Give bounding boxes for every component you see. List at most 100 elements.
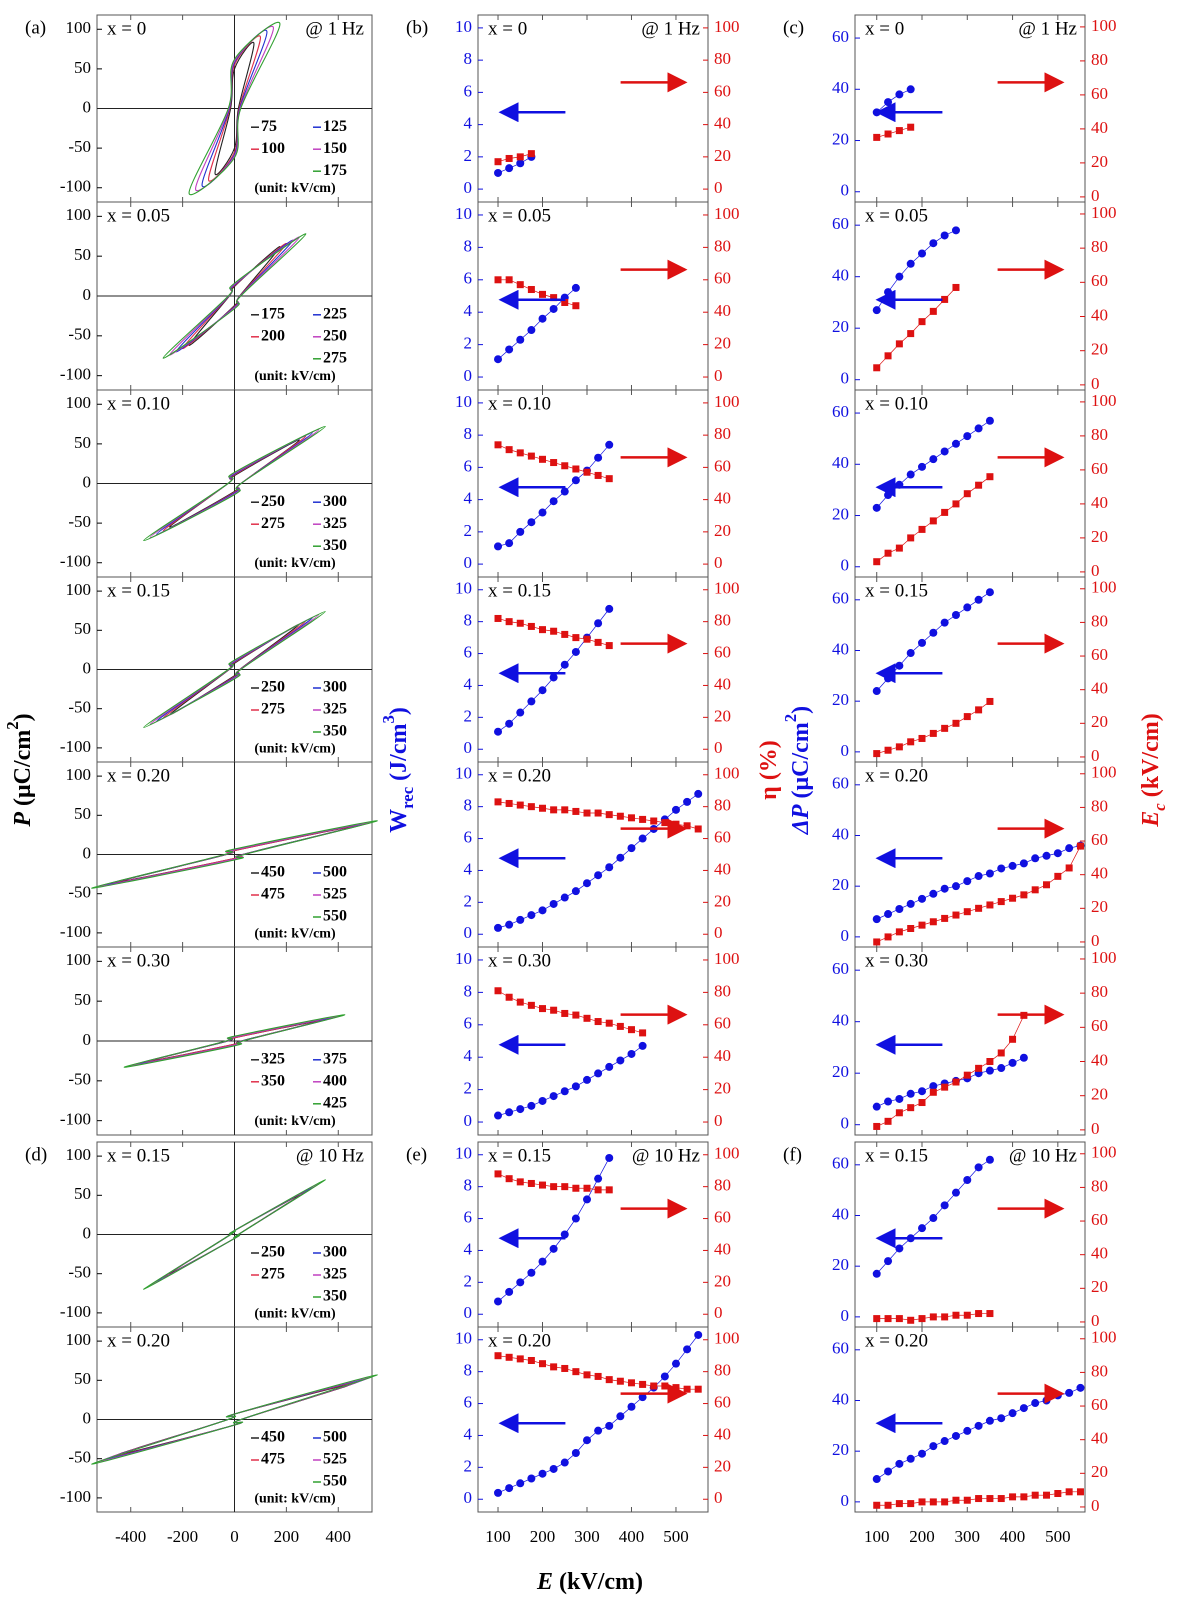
data-point bbox=[918, 462, 927, 471]
legend-label: 250 bbox=[261, 1244, 285, 1261]
data-point bbox=[582, 879, 591, 888]
y-tick-label: 20 bbox=[832, 690, 849, 709]
y-tick-label: 6 bbox=[464, 1392, 473, 1411]
data-point bbox=[538, 686, 547, 695]
y-tick-label: 50 bbox=[74, 804, 91, 823]
y-tick-label: 60 bbox=[832, 214, 849, 233]
legend-label: 500 bbox=[323, 864, 347, 881]
data-point bbox=[571, 476, 580, 485]
data-point bbox=[884, 549, 892, 557]
data-point bbox=[975, 1310, 983, 1318]
y-axis-title: ΔP (μC/cm2) bbox=[781, 706, 813, 835]
y-tick-label: 8 bbox=[464, 611, 473, 630]
data-point bbox=[527, 518, 536, 527]
data-point bbox=[583, 635, 591, 643]
data-point bbox=[516, 281, 524, 289]
y-tick-label: 0 bbox=[464, 1488, 473, 1507]
y2-tick-label: 60 bbox=[1091, 1210, 1108, 1229]
data-point bbox=[974, 595, 983, 604]
data-point bbox=[918, 734, 926, 742]
data-point bbox=[582, 1075, 591, 1084]
y-tick-label: 8 bbox=[464, 796, 473, 815]
data-point bbox=[884, 933, 892, 941]
data-point bbox=[627, 1026, 635, 1034]
data-point bbox=[572, 807, 580, 815]
y-tick-label: 8 bbox=[464, 1176, 473, 1195]
y2-tick-label: 100 bbox=[714, 392, 740, 411]
panel-label: x = 0.05 bbox=[107, 205, 170, 226]
y2-tick-label: 20 bbox=[714, 334, 731, 353]
data-point bbox=[952, 1311, 960, 1319]
data-point bbox=[986, 1058, 994, 1066]
y2-tick-label: 100 bbox=[1091, 1143, 1117, 1162]
data-point bbox=[986, 1495, 994, 1503]
data-point bbox=[986, 901, 994, 909]
hysteresis-loop bbox=[188, 21, 281, 196]
data-point bbox=[963, 1311, 971, 1319]
y2-tick-label: 20 bbox=[1091, 712, 1108, 731]
y-tick-label: 8 bbox=[464, 1361, 473, 1380]
legend-label: 500 bbox=[323, 1429, 347, 1446]
data-point bbox=[594, 619, 603, 628]
data-point bbox=[671, 805, 680, 814]
y-tick-label: 100 bbox=[66, 1330, 92, 1349]
y-tick-label: -100 bbox=[60, 1487, 91, 1506]
data-point bbox=[671, 1359, 680, 1368]
y2-tick-label: 100 bbox=[714, 1144, 740, 1163]
data-point bbox=[505, 446, 513, 454]
data-point bbox=[594, 1186, 602, 1194]
data-point bbox=[1065, 844, 1074, 853]
y2-tick-label: 40 bbox=[714, 859, 731, 878]
data-point bbox=[1020, 891, 1028, 899]
data-point bbox=[505, 1484, 514, 1493]
data-point bbox=[571, 1214, 580, 1223]
data-point bbox=[997, 1414, 1006, 1423]
y2-tick-label: 60 bbox=[1091, 1016, 1108, 1035]
y-tick-label: 4 bbox=[464, 859, 473, 878]
data-point bbox=[549, 1092, 558, 1101]
data-point bbox=[561, 462, 569, 470]
y2-tick-label: 100 bbox=[1091, 1328, 1117, 1347]
y-tick-label: 0 bbox=[464, 1111, 473, 1130]
data-point bbox=[951, 1431, 960, 1440]
y-tick-label: 100 bbox=[66, 393, 92, 412]
data-point bbox=[494, 542, 503, 551]
y2-tick-label: 40 bbox=[1091, 1244, 1108, 1263]
data-point bbox=[929, 1214, 938, 1223]
label-part: ΔP bbox=[788, 804, 814, 835]
data-point bbox=[895, 1094, 904, 1103]
y-tick-label: 0 bbox=[464, 738, 473, 757]
y2-tick-label: 40 bbox=[714, 1424, 731, 1443]
legend-label: 250 bbox=[261, 493, 285, 510]
y-tick-label: 0 bbox=[841, 181, 850, 200]
data-point bbox=[539, 626, 547, 634]
data-point bbox=[1054, 1490, 1062, 1497]
y-tick-label: 40 bbox=[832, 639, 849, 658]
panel-label: x = 0.20 bbox=[488, 1330, 551, 1351]
y2-tick-label: 60 bbox=[1091, 830, 1108, 849]
data-point bbox=[884, 352, 892, 360]
data-point bbox=[918, 525, 926, 533]
series-line bbox=[497, 1157, 610, 1302]
data-point bbox=[516, 801, 524, 809]
data-point bbox=[616, 853, 625, 862]
y-tick-label: 20 bbox=[832, 1255, 849, 1274]
data-point bbox=[494, 1170, 502, 1178]
y-tick-label: 20 bbox=[832, 875, 849, 894]
legend-label: 175 bbox=[323, 162, 347, 179]
data-point bbox=[639, 1380, 647, 1388]
y-tick-label: 8 bbox=[464, 49, 473, 68]
y-tick-label: 2 bbox=[464, 334, 473, 353]
data-point bbox=[985, 1066, 994, 1075]
data-point bbox=[549, 1244, 558, 1253]
y2-tick-label: 80 bbox=[1091, 425, 1108, 444]
data-point bbox=[527, 1101, 536, 1110]
data-point bbox=[1065, 1488, 1073, 1496]
y-tick-label: 2 bbox=[464, 521, 473, 540]
y-tick-label: 8 bbox=[464, 236, 473, 255]
label-part: c bbox=[1150, 803, 1169, 811]
data-point bbox=[1009, 894, 1017, 902]
data-point bbox=[929, 517, 937, 525]
panel-label: x = 0.15 bbox=[865, 1145, 928, 1166]
data-point bbox=[918, 249, 927, 258]
